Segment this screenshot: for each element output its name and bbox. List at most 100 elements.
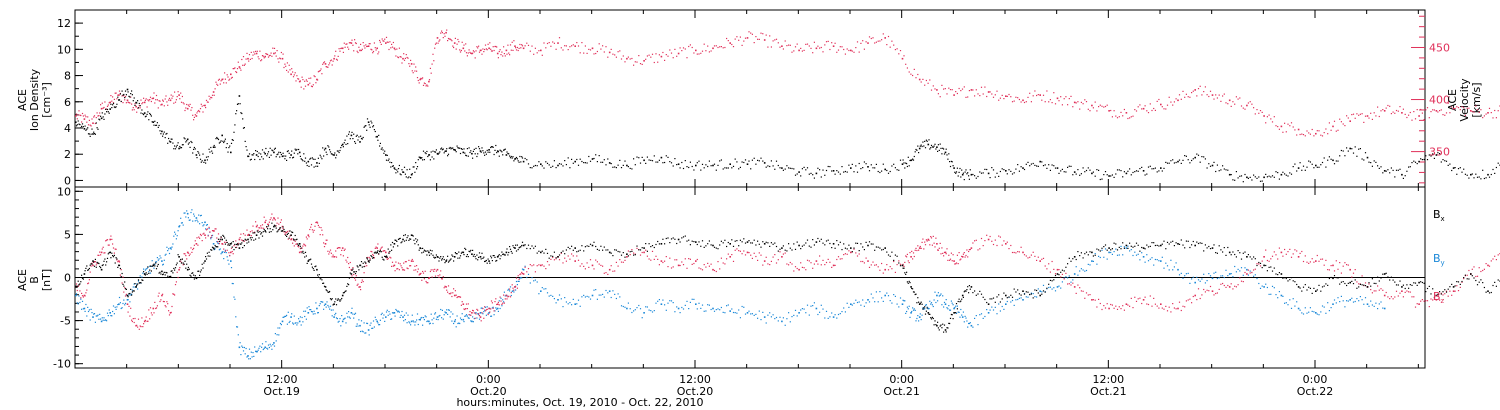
bz-series-point	[1125, 303, 1128, 305]
by-series-point	[1383, 307, 1386, 310]
by-series-point	[393, 312, 396, 314]
velocity-series-point	[505, 49, 508, 52]
density-series-point	[479, 150, 482, 152]
bx-series-point	[333, 303, 335, 305]
bx-series-point	[1073, 256, 1076, 258]
velocity-series-point	[763, 39, 766, 41]
bx-series-point	[488, 260, 490, 262]
density-series-point	[221, 134, 223, 137]
density-series	[75, 88, 1500, 183]
bx-series-point	[608, 251, 611, 254]
velocity-series-point	[376, 47, 378, 50]
density-series-point	[212, 146, 215, 148]
velocity-series-point	[152, 97, 155, 100]
by-series-point	[970, 324, 973, 327]
by-series-point	[445, 312, 447, 314]
density-series-point	[1005, 170, 1007, 172]
by-series-point	[359, 324, 361, 327]
density-series-point	[884, 168, 886, 171]
bx-series-point	[273, 225, 275, 228]
by-series-point	[1073, 273, 1076, 275]
bz-series-point	[496, 303, 499, 305]
density-series-point	[1383, 170, 1386, 172]
velocity-series-point	[143, 101, 146, 104]
bx-series-point	[867, 244, 869, 247]
density-tick-label: 6	[64, 96, 71, 109]
bz-series-point	[1435, 299, 1438, 301]
velocity-series-point	[1246, 104, 1248, 107]
density-series-point	[1056, 167, 1059, 169]
bz-series-point	[1315, 260, 1317, 262]
bx-series-point	[712, 244, 714, 247]
velocity-series-point	[316, 78, 318, 81]
velocity-series-point	[359, 49, 361, 52]
bz-series-point	[763, 260, 766, 262]
bz-series-point	[359, 286, 361, 288]
bx-series-point	[1280, 273, 1283, 275]
by-series-point	[169, 247, 172, 249]
by-series-point	[195, 217, 198, 219]
density-series-point	[273, 151, 275, 154]
bx-series-point	[660, 243, 663, 245]
by-series-point	[341, 320, 344, 323]
velocity-series-point	[75, 115, 77, 117]
bz-series-point	[815, 260, 818, 262]
by-series-point	[961, 316, 964, 318]
velocity-series-point	[350, 42, 353, 44]
by-series-point	[324, 303, 327, 305]
velocity-tick-label: 450	[1429, 41, 1450, 54]
by-series-point	[1160, 260, 1162, 262]
x-axis-title: hours:minutes, Oct. 19, 2010 - Oct. 22, …	[456, 396, 703, 409]
velocity-series-point	[781, 45, 783, 47]
bx-series-point	[1091, 251, 1093, 254]
velocity-series-point	[341, 47, 344, 50]
velocity-series-point	[92, 122, 94, 124]
velocity-series-point	[540, 49, 542, 52]
density-series-point	[970, 173, 973, 176]
velocity-axis-title: ACE	[1446, 89, 1459, 111]
bx-series-point	[169, 275, 172, 278]
bx-series-point	[204, 260, 206, 262]
bz-series-point	[522, 273, 525, 275]
by-series-point	[281, 320, 284, 323]
bz-series-point	[298, 251, 301, 254]
bx-series-point	[281, 230, 284, 232]
bz-series-point	[1073, 286, 1076, 288]
density-series-point	[1211, 164, 1214, 167]
bx-series-point	[540, 251, 542, 254]
bx-series-point	[118, 264, 120, 267]
velocity-series-point	[1194, 89, 1196, 91]
velocity-series-point	[109, 101, 111, 104]
bz-series-point	[850, 251, 852, 254]
bz-series-point	[195, 243, 198, 245]
bz-series-point	[944, 251, 947, 254]
by-series-point	[884, 294, 886, 297]
by-series-point	[186, 212, 189, 215]
density-series-point	[944, 151, 947, 154]
by-series-point	[230, 260, 232, 262]
bz-series-point	[126, 303, 129, 305]
density-tick-label: 8	[64, 70, 71, 83]
density-series-point	[341, 143, 344, 146]
date-tick-label: Oct.20	[470, 385, 507, 398]
by-series-point	[1228, 273, 1231, 275]
bx-series-point	[264, 230, 266, 232]
velocity-series-point	[1056, 97, 1059, 100]
density-axis-title: [cm⁻³]	[40, 82, 53, 118]
bz-series-point	[918, 247, 921, 249]
by-series-point	[944, 303, 947, 305]
by-series-point	[1280, 294, 1283, 297]
density-series-point	[1091, 172, 1093, 175]
bx-series-point	[729, 243, 731, 245]
velocity-series-point	[126, 99, 129, 102]
density-series-point	[367, 121, 370, 123]
velocity-axis-title: [km/s]	[1470, 82, 1483, 117]
velocity-series-point	[1452, 107, 1455, 110]
bx-series-point	[350, 273, 353, 275]
density-series-point	[255, 154, 258, 156]
by-series-point	[1263, 286, 1265, 288]
by-series-point	[1315, 312, 1317, 314]
by-series-point	[264, 346, 266, 349]
velocity-series-point	[161, 103, 163, 106]
by-series-point	[161, 260, 163, 262]
